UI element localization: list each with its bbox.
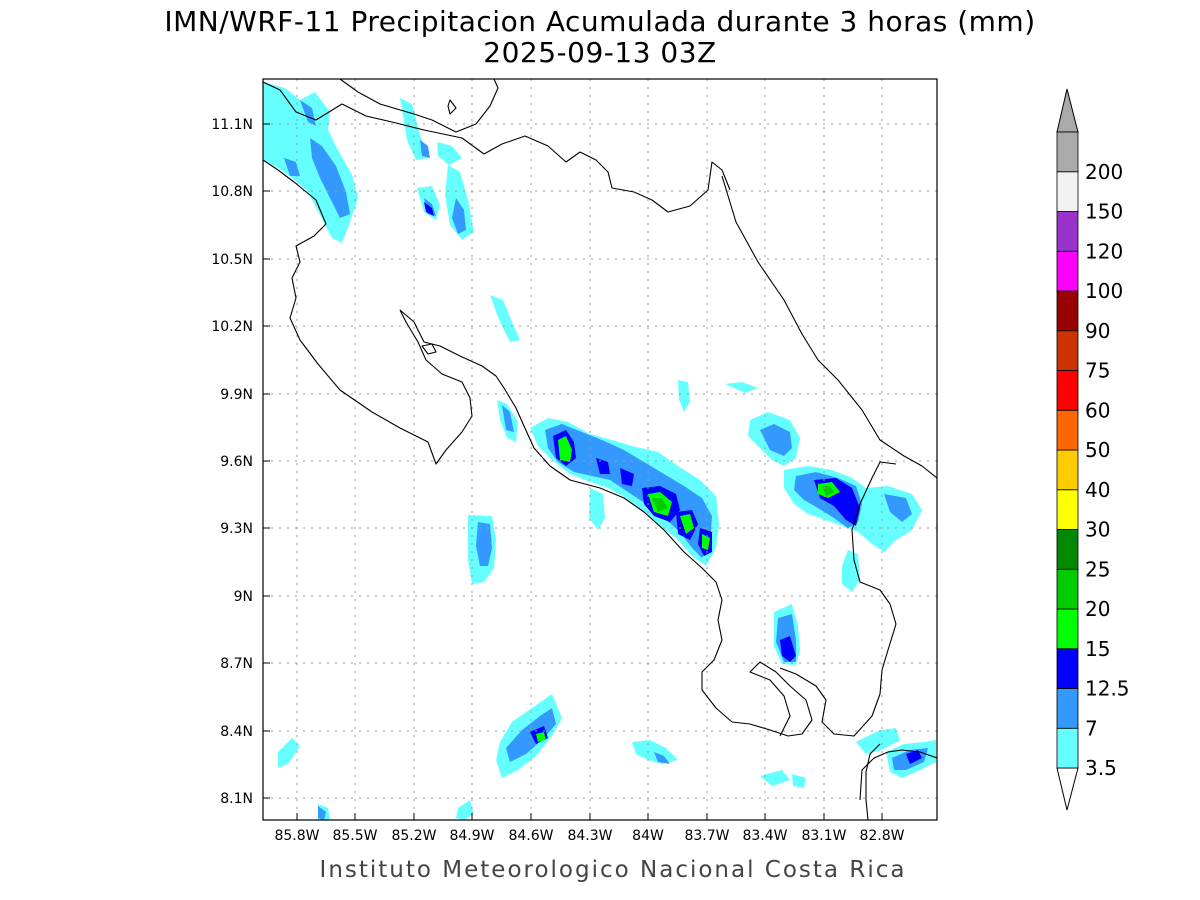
panama-border: [865, 743, 881, 820]
y-axis-tick-labels: 11.1N 10.8N 10.5N 10.2N 9.9N 9.6N 9.3N 9…: [211, 117, 253, 807]
y-tick-label: 9.3N: [220, 521, 253, 537]
legend-color-box: [1056, 171, 1079, 212]
legend-level-label: 15: [1085, 637, 1110, 661]
y-tick-label: 8.4N: [220, 724, 253, 740]
lake-island-outline: [447, 99, 457, 115]
legend-color-box: [1056, 529, 1079, 570]
legend-color-box: [1056, 250, 1079, 292]
color-scale-legend: 3.5 7 12.5 15 20 25 30 40 50 60 75 90 100 120 150 200: [1056, 88, 1130, 811]
legend-color-box: [1056, 409, 1079, 451]
legend-overflow-triangle: [1056, 88, 1079, 133]
golfo-dulce-shore: [779, 461, 897, 737]
map-title: IMN/WRF-11 Precipitacion Acumulada duran…: [164, 5, 1035, 38]
legend-level-label: 20: [1085, 597, 1110, 621]
y-tick-label: 9.9N: [220, 387, 253, 403]
legend-level-label: 120: [1085, 239, 1123, 263]
legend-level-label: 40: [1085, 478, 1110, 502]
legend-level-label: 7: [1085, 716, 1098, 740]
y-tick-label: 10.5N: [211, 252, 253, 268]
map-frame: [262, 78, 938, 821]
x-tick-label: 84.9W: [449, 828, 494, 844]
y-tick-label: 11.1N: [211, 117, 253, 133]
x-tick-label: 84.6W: [508, 828, 553, 844]
legend-level-label: 30: [1085, 518, 1110, 542]
legend-level-label: 3.5: [1085, 756, 1117, 780]
y-tick-label: 8.7N: [220, 656, 253, 672]
x-axis-tick-labels: 85.8W 85.5W 85.2W 84.9W 84.6W 84.3W 84W …: [274, 828, 904, 844]
x-tick-label: 84W: [632, 828, 664, 844]
legend-color-box: [1056, 330, 1079, 371]
x-tick-label: 85.8W: [274, 828, 319, 844]
x-tick-label: 83.7W: [684, 828, 729, 844]
legend-level-label: 90: [1085, 319, 1110, 343]
legend-level-label: 75: [1085, 359, 1110, 383]
x-tick-label: 82.8W: [859, 828, 904, 844]
legend-color-box: [1056, 608, 1079, 650]
legend-level-label: 60: [1085, 398, 1110, 422]
gulf-of-nicoya-shore: [399, 309, 733, 723]
x-tick-label: 83.4W: [742, 828, 787, 844]
legend-color-box: [1056, 727, 1079, 769]
burica-coast: [859, 749, 937, 801]
legend-color-box: [1056, 489, 1079, 530]
map-panel: 85.8W 85.5W 85.2W 84.9W 84.6W 84.3W 84W …: [211, 78, 938, 844]
footer-credit: Instituto Meteorologico Nacional Costa R…: [320, 857, 907, 883]
legend-color-box: [1056, 131, 1079, 173]
y-tick-label: 9N: [234, 589, 253, 605]
legend-color-box: [1056, 688, 1079, 729]
lake-nicaragua-shore: [339, 79, 499, 133]
y-tick-label: 9.6N: [220, 454, 253, 470]
x-tick-label: 83.1W: [801, 828, 846, 844]
caribbean-coast: [721, 175, 937, 479]
legend-color-box: [1056, 568, 1079, 610]
legend-color-box: [1056, 290, 1079, 332]
map-subtitle-date: 2025-09-13 03Z: [483, 36, 716, 69]
x-tick-label: 85.2W: [391, 828, 436, 844]
legend-level-label: 200: [1085, 160, 1123, 184]
legend-color-box: [1056, 211, 1079, 252]
legend-level-label: 25: [1085, 557, 1110, 581]
y-tick-label: 8.1N: [220, 791, 253, 807]
legend-underflow-triangle: [1056, 767, 1079, 811]
legend-color-box: [1056, 449, 1079, 491]
osa-peninsula: [731, 661, 813, 737]
legend-level-label: 50: [1085, 438, 1110, 462]
precipitation-field: [263, 82, 936, 820]
legend-color-box: [1056, 370, 1079, 411]
x-tick-label: 85.5W: [332, 828, 377, 844]
y-tick-label: 10.8N: [211, 184, 253, 200]
precip-band-20: [652, 486, 834, 512]
x-tick-label: 84.3W: [567, 828, 612, 844]
legend-level-label: 12.5: [1085, 677, 1130, 701]
axis-tick-marks: [263, 123, 883, 820]
nicaragua-border: [263, 81, 731, 213]
y-tick-label: 10.2N: [211, 319, 253, 335]
legend-level-label: 100: [1085, 279, 1123, 303]
legend-color-box: [1056, 648, 1079, 689]
legend-level-label: 150: [1085, 200, 1123, 224]
coastlines-and-borders: [263, 79, 937, 820]
island-outline: [421, 343, 437, 355]
pacific-coast-north: [263, 159, 473, 465]
